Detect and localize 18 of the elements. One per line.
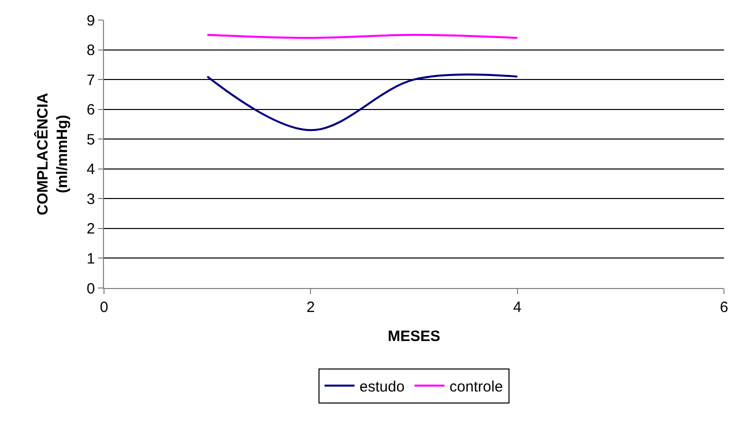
y-tick-label: 7 [86,72,95,89]
y-tick-label: 2 [86,220,95,238]
x-tick-label: 6 [720,299,728,316]
legend-label: estudo [360,378,405,396]
x-axis-title: MESES [388,328,440,345]
x-tick-label: 0 [100,299,108,316]
y-tick-label: 4 [86,161,95,178]
y-tick-label: 5 [86,131,95,148]
y-axis-title: COMPLACÊNCIA (ml/mmHg) [33,92,71,216]
y-tick-label: 0 [86,280,95,298]
y-tick-label: 3 [86,190,95,208]
y-tick-label: 9 [86,12,95,30]
legend-label: controle [450,378,503,396]
x-tick-label: 2 [306,299,315,316]
y-tick-label: 6 [86,102,95,119]
y-tick-label: 1 [86,250,95,268]
y-tick-label: 8 [86,42,95,60]
x-tick-label: 4 [513,299,522,316]
